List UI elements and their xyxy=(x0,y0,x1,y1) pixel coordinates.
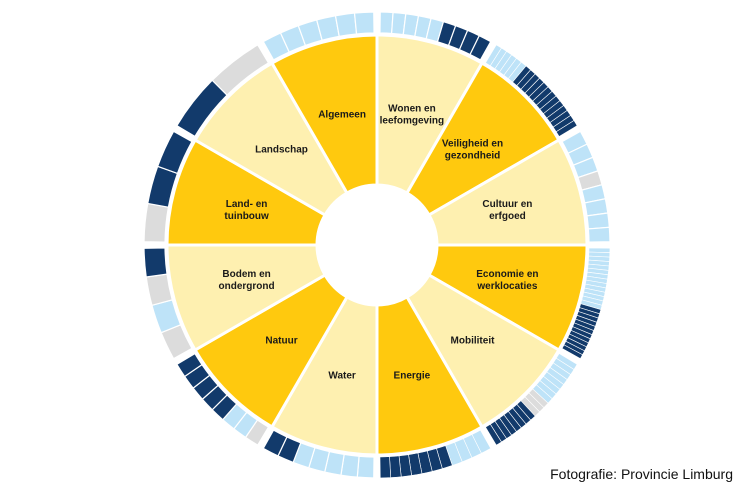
sector-economie: Economie en werklocaties xyxy=(426,243,611,360)
sector-label-line: gezondheid xyxy=(445,151,501,162)
sector-label-wonen: Wonen en leefomgeving xyxy=(380,104,444,127)
sector-label-line: tuinbouw xyxy=(224,211,269,222)
ring-segment-water xyxy=(262,429,288,457)
ring-segment-land-tuinbouw xyxy=(143,202,170,243)
sector-label-line: Wonen en xyxy=(388,104,436,115)
sector-label-line: leefomgeving xyxy=(380,116,444,127)
ring-segment-energie xyxy=(379,456,392,479)
ring-segment-veiligheid xyxy=(555,120,578,137)
sector-label-line: Landschap xyxy=(255,145,308,156)
sector-label-energie: Energie xyxy=(394,370,431,381)
sector-label-line: Natuur xyxy=(265,336,297,347)
sector-veiligheid: Veiligheid en gezondheid xyxy=(404,44,578,218)
sector-bodem: Bodem en ondergrond xyxy=(143,243,328,360)
ring-segment-mobiliteit xyxy=(485,423,502,446)
sector-label-line: Economie en xyxy=(476,269,538,280)
sector-label-algemeen: Algemeen xyxy=(318,110,366,121)
sector-land-tuinbouw: Land- en tuinbouw xyxy=(143,130,328,247)
sector-label-line: ondergrond xyxy=(219,281,275,292)
sector-label-line: Land- en xyxy=(226,199,268,210)
sector-landschap: Landschap xyxy=(176,44,350,218)
sector-label-line: Veiligheid en xyxy=(442,139,503,150)
ring-segment-land-tuinbouw xyxy=(156,130,193,175)
ring-segment-landschap xyxy=(211,44,270,96)
sector-natuur: Natuur xyxy=(176,272,350,446)
sector-label-line: Mobiliteit xyxy=(451,336,496,347)
ring-segment-water xyxy=(356,455,375,479)
sector-label-land-tuinbouw: Land- en tuinbouw xyxy=(224,199,269,222)
sector-algemeen: Algemeen xyxy=(262,11,379,196)
ring-segment-bodem xyxy=(145,273,173,307)
sector-label-line: Cultuur en xyxy=(482,199,532,210)
ring-segment-cultuur xyxy=(587,226,611,243)
sector-label-economie: Economie en werklocaties xyxy=(476,269,538,292)
sector-water: Water xyxy=(262,294,379,479)
sector-label-line: Algemeen xyxy=(318,110,366,121)
ring-segment-economie xyxy=(561,344,583,360)
sector-label-line: werklocaties xyxy=(476,281,537,292)
sector-label-landschap: Landschap xyxy=(255,145,308,156)
sector-label-bodem: Bodem en ondergrond xyxy=(219,269,275,292)
sector-label-natuur: Natuur xyxy=(265,336,297,347)
ring-segment-algemeen xyxy=(334,12,358,38)
ring-segment-bodem xyxy=(143,247,168,278)
ring-segment-algemeen xyxy=(353,11,375,35)
wheel-center xyxy=(317,185,437,305)
sector-label-line: Bodem en xyxy=(222,269,270,280)
ring-segment-natuur xyxy=(176,352,203,378)
sector-label-veiligheid: Veiligheid en gezondheid xyxy=(442,139,503,162)
sector-label-line: Water xyxy=(328,370,356,381)
sector-energie: Energie xyxy=(375,294,492,479)
ring-segment-wonen xyxy=(469,34,492,61)
sector-label-cultuur: Cultuur en erfgoed xyxy=(482,199,532,222)
sector-label-line: Energie xyxy=(394,370,431,381)
ring-segment-cultuur xyxy=(586,212,610,230)
ring-segment-energie xyxy=(389,455,402,478)
sector-label-line: erfgoed xyxy=(489,211,526,222)
ring-segment-wonen xyxy=(379,11,394,35)
sector-label-water: Water xyxy=(328,370,356,381)
sector-cultuur: Cultuur en erfgoed xyxy=(426,130,611,247)
sector-wonen: Wonen en leefomgeving xyxy=(375,11,492,196)
sector-label-mobiliteit: Mobiliteit xyxy=(451,336,496,347)
photo-credit: Fotografie: Provincie Limburg xyxy=(547,465,736,483)
